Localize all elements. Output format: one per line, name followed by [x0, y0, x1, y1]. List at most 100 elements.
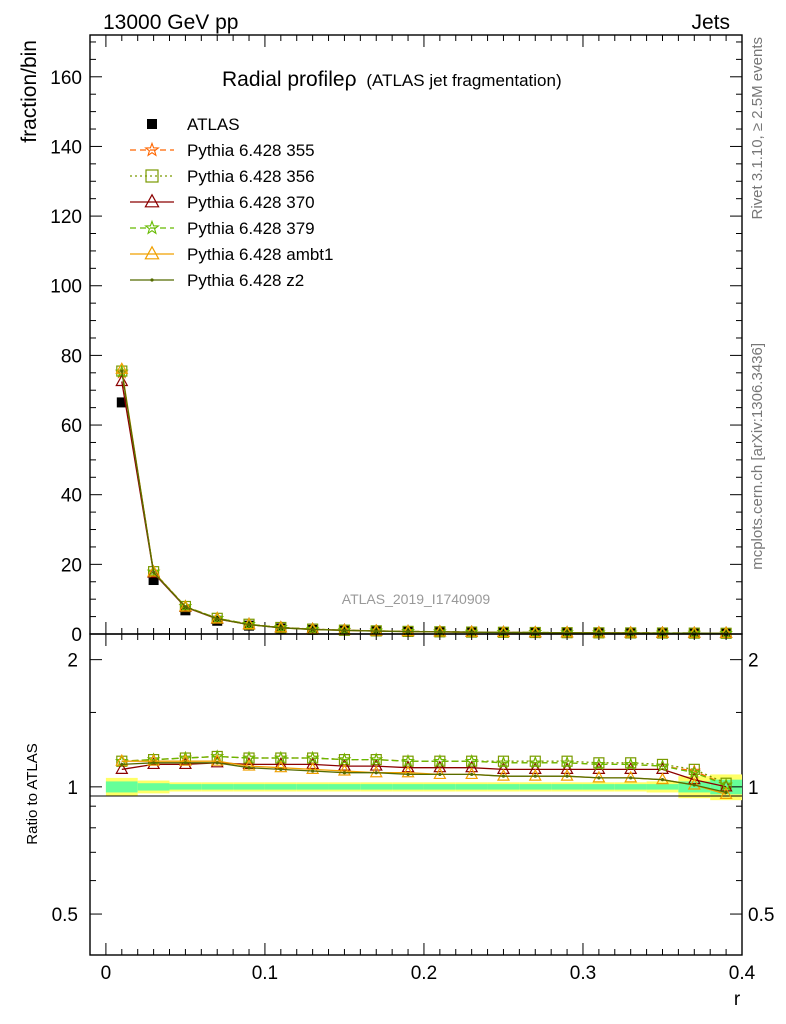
ratio-point-pythia-6-428-z2 — [279, 767, 283, 771]
data-point-pythia-6-428-379 — [242, 617, 256, 631]
ratio-point-pythia-6-428-ambt1 — [178, 753, 192, 766]
band-inner-segment — [646, 784, 679, 790]
data-point-pythia-6-428-379 — [178, 599, 193, 613]
ratio-point-pythia-6-428-z2 — [724, 790, 728, 795]
legend-entry-pythia-6-428-379: Pythia 6.428 379 — [130, 219, 315, 238]
band-inner-segment — [551, 784, 583, 790]
legend-marker — [145, 169, 159, 183]
ratio-point-pythia-6-428-ambt1 — [655, 772, 670, 785]
ratio-y-tick-label: 0.5 — [52, 905, 78, 926]
ratio-uncertainty-band — [105, 774, 742, 801]
ratio-point-pythia-6-428-ambt1 — [210, 753, 224, 766]
x-tick-label: 0.3 — [570, 963, 596, 984]
ratio-point-pythia-6-428-379 — [592, 757, 606, 771]
ratio-point-pythia-6-428-379 — [337, 752, 352, 766]
ratio-series-pythia-6-428-379 — [115, 749, 733, 791]
data-point-pythia-6-428-379 — [369, 623, 384, 637]
ratio-point-pythia-6-428-ambt1 — [242, 758, 256, 771]
chart-title: Radial profileρ (ATLAS jet fragmentation… — [222, 68, 562, 91]
legend-label: Pythia 6.428 ambt1 — [187, 245, 333, 264]
data-point-pythia-6-428-z2 — [247, 622, 251, 627]
main-y-tick-labels: 0 20 40 60 80 100 120 140 160 — [50, 68, 82, 646]
band-inner-segment — [423, 784, 456, 790]
band-inner-segment — [487, 784, 520, 790]
ratio-point-pythia-6-428-370 — [369, 758, 383, 771]
header-jets-label: Jets — [691, 11, 730, 34]
ratio-point-pythia-6-428-370 — [528, 762, 542, 774]
legend-entry-pythia-6-428-356: Pythia 6.428 356 — [130, 167, 315, 186]
data-point-pythia-6-428-z2 — [183, 605, 188, 609]
legend-label: ATLAS — [187, 115, 240, 134]
ratio-point-pythia-6-428-379 — [623, 757, 638, 771]
band-inner-segment — [678, 781, 711, 793]
main-y-tick-label: 20 — [61, 555, 82, 576]
data-point-pythia-6-428-379 — [146, 564, 161, 578]
data-point-pythia-6-428-379 — [274, 620, 288, 634]
x-tick-label: 0 — [101, 963, 112, 984]
ratio-point-pythia-6-428-379 — [655, 758, 670, 772]
ratio-axis-ticks — [89, 634, 743, 955]
main-y-axis-label: fraction/bin — [18, 40, 41, 143]
data-point-pythia-6-428-z2 — [120, 369, 124, 373]
ratio-point-pythia-6-428-ambt1 — [465, 767, 479, 780]
data-point-pythia-6-428-z2 — [311, 627, 315, 632]
legend-label: Pythia 6.428 355 — [187, 141, 315, 160]
ratio-point-pythia-6-428-ambt1 — [337, 763, 351, 776]
ratio-point-pythia-6-428-ambt1 — [274, 760, 288, 773]
ratio-point-pythia-6-428-379 — [496, 755, 511, 769]
ratio-y-tick-labels: 0.5 0.5 1 1 2 2 — [52, 651, 775, 926]
ratio-point-pythia-6-428-370 — [560, 762, 574, 774]
data-point-pythia-6-428-379 — [337, 623, 352, 636]
legend-label: Pythia 6.428 370 — [187, 193, 315, 212]
ratio-point-pythia-6-428-379 — [369, 752, 384, 766]
legend-marker — [147, 119, 157, 129]
ratio-point-pythia-6-428-ambt1 — [147, 753, 161, 766]
ratio-line-pythia-6-428-379 — [121, 755, 727, 786]
legend-entry-pythia-6-428-z2: Pythia 6.428 z2 — [130, 271, 304, 290]
x-tick-label: 0.1 — [252, 963, 278, 984]
data-point-pythia-6-428-z2 — [501, 630, 506, 635]
band-inner-segment — [582, 784, 615, 790]
ratio-point-pythia-6-428-ambt1 — [369, 765, 383, 778]
band-inner-segment — [519, 784, 552, 790]
ratio-plot-frame — [89, 633, 743, 956]
ratio-y-tick-label: 1 — [67, 778, 78, 799]
ratio-point-pythia-6-428-ambt1 — [624, 770, 638, 783]
ratio-point-pythia-6-428-370 — [496, 762, 510, 774]
legend-entry-pythia-6-428-355: Pythia 6.428 355 — [130, 141, 315, 160]
band-inner-segment — [296, 784, 329, 790]
legend-marker — [144, 141, 160, 157]
data-point-pythia-6-428-z2 — [470, 630, 474, 634]
data-point-pythia-6-428-z2 — [279, 626, 283, 630]
ratio-point-pythia-6-428-z2 — [660, 778, 665, 782]
ratio-point-pythia-6-428-379 — [528, 755, 543, 769]
band-inner-segment — [264, 784, 297, 790]
ratio-point-pythia-6-428-z2 — [247, 766, 251, 770]
x-tick-label: 0.4 — [729, 963, 756, 984]
legend: ATLAS Pythia 6.428 355 Pythia 6.428 356 Pyt… — [130, 115, 333, 290]
band-inner-segment — [169, 784, 202, 790]
ratio-point-pythia-6-428-370 — [337, 758, 351, 771]
main-y-tick-label: 40 — [61, 486, 82, 507]
data-point-pythia-6-428-379 — [305, 622, 320, 635]
band-inner-segment — [233, 784, 265, 790]
x-axis-label: r — [734, 989, 741, 1010]
legend-marker — [144, 245, 160, 260]
ratio-point-pythia-6-428-379 — [464, 754, 479, 768]
ratio-point-pythia-6-428-z2 — [342, 771, 347, 775]
band-inner-segment — [105, 781, 138, 793]
ratio-point-pythia-6-428-379 — [401, 754, 415, 768]
mcplots-label: mcplots.cern.ch [arXiv:1306.3436] — [749, 343, 766, 570]
ratio-y-tick-label: 2 — [67, 651, 78, 672]
ratio-point-pythia-6-428-z2 — [120, 762, 124, 767]
legend-entry-pythia-6-428-370: Pythia 6.428 370 — [130, 193, 315, 212]
main-y-tick-label: 100 — [50, 277, 82, 298]
band-inner-segment — [137, 783, 170, 791]
ratio-point-pythia-6-428-370 — [306, 757, 320, 770]
ratio-point-pythia-6-428-z2 — [597, 776, 601, 780]
legend-label: Pythia 6.428 379 — [187, 219, 315, 238]
ratio-point-pythia-6-428-370 — [401, 760, 415, 773]
ratio-point-pythia-6-428-379 — [687, 765, 702, 779]
data-point-pythia-6-428-ambt1 — [178, 599, 192, 612]
x-tick-label: 0.2 — [411, 963, 437, 984]
